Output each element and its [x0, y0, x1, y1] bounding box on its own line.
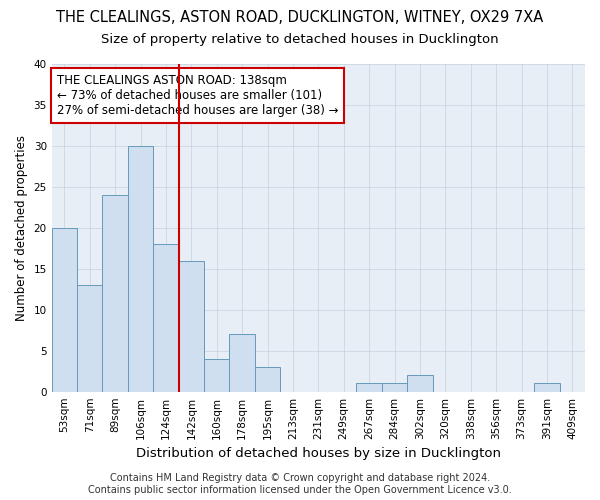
Text: Contains HM Land Registry data © Crown copyright and database right 2024.
Contai: Contains HM Land Registry data © Crown c… [88, 474, 512, 495]
Bar [153, 244, 179, 392]
Bar [179, 260, 204, 392]
Bar [52, 228, 77, 392]
Bar [77, 285, 103, 392]
Bar [103, 195, 128, 392]
Text: Size of property relative to detached houses in Ducklington: Size of property relative to detached ho… [101, 32, 499, 46]
Bar [255, 367, 280, 392]
Bar [382, 384, 407, 392]
Text: THE CLEALINGS, ASTON ROAD, DUCKLINGTON, WITNEY, OX29 7XA: THE CLEALINGS, ASTON ROAD, DUCKLINGTON, … [56, 10, 544, 25]
Bar [204, 359, 229, 392]
Bar [407, 376, 433, 392]
Bar [128, 146, 153, 392]
X-axis label: Distribution of detached houses by size in Ducklington: Distribution of detached houses by size … [136, 447, 501, 460]
Bar [229, 334, 255, 392]
Text: THE CLEALINGS ASTON ROAD: 138sqm
← 73% of detached houses are smaller (101)
27% : THE CLEALINGS ASTON ROAD: 138sqm ← 73% o… [57, 74, 338, 117]
Bar [534, 384, 560, 392]
Y-axis label: Number of detached properties: Number of detached properties [15, 135, 28, 321]
Bar [356, 384, 382, 392]
